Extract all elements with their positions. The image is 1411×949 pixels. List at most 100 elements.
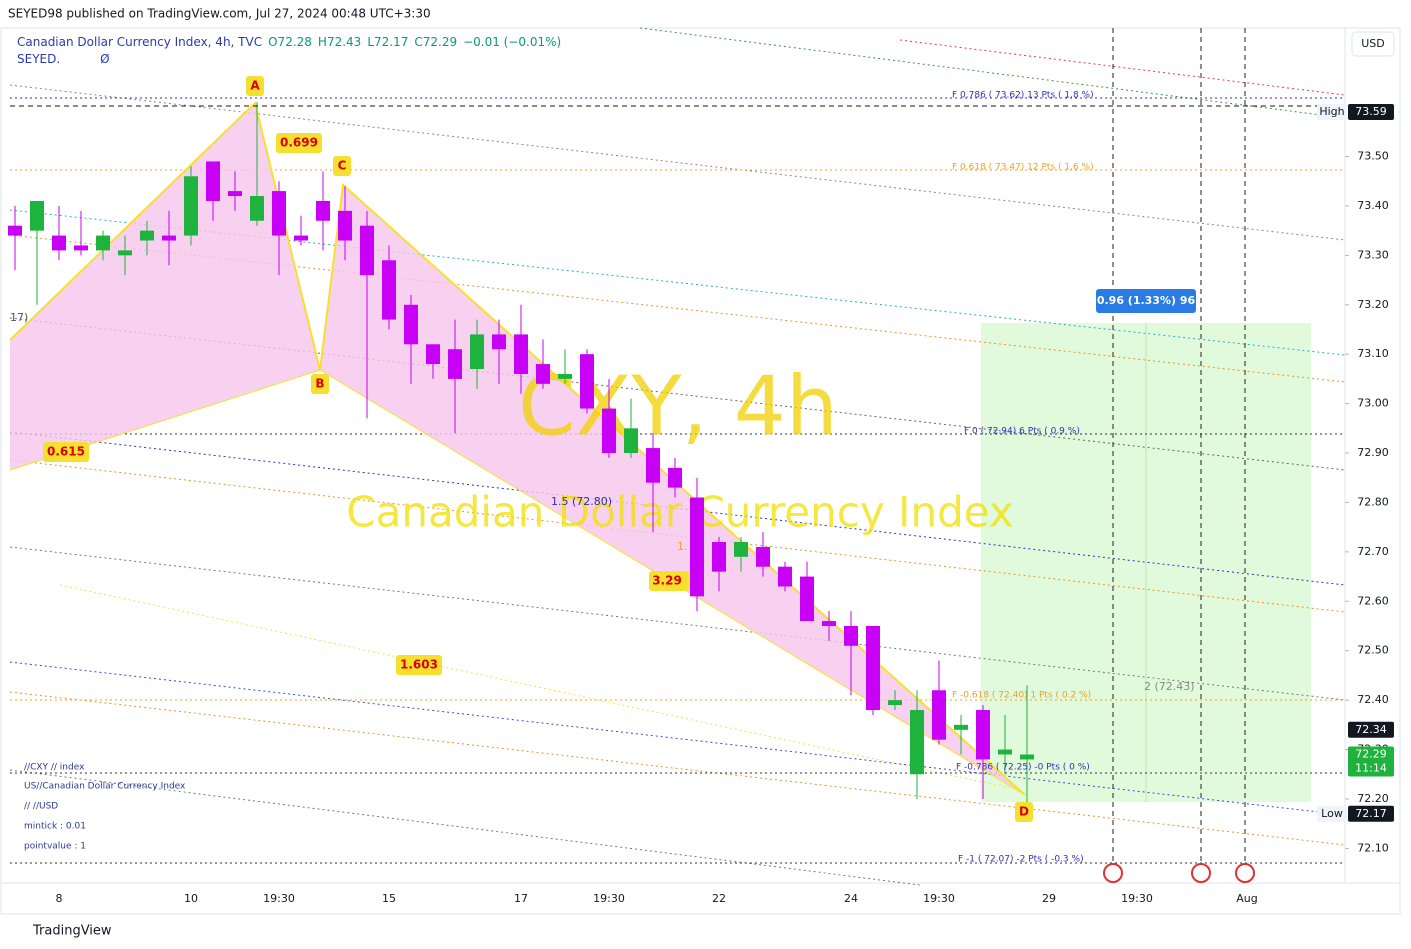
- x-tick-label: 10: [184, 892, 198, 905]
- candle-body: [140, 230, 154, 241]
- price-label-name: Low: [1321, 807, 1343, 820]
- fib-label: F 0 ( 72.94) 6 Pts ( 0.9 %): [964, 427, 1080, 437]
- price-label-name-box: [1317, 805, 1347, 822]
- y-tick-label: 72.20: [1357, 792, 1389, 805]
- currency-button[interactable]: [1351, 31, 1395, 57]
- candle-body: [580, 354, 594, 409]
- candle-body: [998, 749, 1012, 755]
- candle-body: [712, 541, 726, 572]
- x-tick-label: 29: [1042, 892, 1056, 905]
- fib-labels: F 0.786 ( 73.62) 13 Pts ( 1.8 %) F 0.618…: [952, 91, 1094, 865]
- point-box: [246, 76, 264, 96]
- x-tick-label: Aug: [1236, 892, 1257, 905]
- candle-body: [888, 700, 902, 706]
- symbol-title: Canadian Dollar Currency Index, 4h, TVC O…: [17, 35, 561, 49]
- fib-label: F -0.786 ( 72.25) -0 Pts ( 0 %): [956, 763, 1090, 773]
- watermark-name: Canadian Dollar Currency Index: [346, 488, 1013, 537]
- candle-body: [1020, 754, 1034, 760]
- info-line: // //USD: [24, 802, 58, 812]
- candle-body: [646, 448, 660, 483]
- target-label: 2 (72.43): [1144, 680, 1195, 693]
- info-line: //CXY // index: [24, 763, 85, 773]
- open-value: O72.28: [268, 35, 312, 49]
- candle-body: [184, 176, 198, 236]
- candle-body: [492, 334, 506, 350]
- currency-label[interactable]: USD: [1361, 37, 1385, 50]
- fib-label: F -1 ( 72.07) -2 Pts ( -0.3 %): [958, 855, 1084, 865]
- candle-body: [162, 235, 176, 241]
- channel-line: [9, 661, 1346, 816]
- candle-body: [96, 235, 110, 251]
- candle-body: [30, 200, 44, 231]
- price-label: 72.29: [1355, 748, 1387, 761]
- price-label-box: [1348, 721, 1394, 738]
- channel-line: [59, 584, 1021, 791]
- info-line: pointvalue : 1: [24, 842, 86, 852]
- event-icon: [1103, 863, 1123, 883]
- position-label: 0.96 (1.33%) 96: [1097, 294, 1196, 307]
- candle-body: [954, 724, 968, 730]
- candle-body: [52, 235, 66, 251]
- candle-body: [74, 245, 88, 251]
- y-tick-label: 72.90: [1357, 446, 1389, 459]
- indicator-name: SEYED.: [17, 52, 60, 66]
- pattern-fill: [10, 103, 320, 470]
- y-tick-label: 73.30: [1357, 248, 1389, 261]
- point-box: [333, 156, 351, 176]
- price-label-box: [1348, 805, 1394, 822]
- candle-body: [822, 621, 836, 627]
- point-label: B: [315, 377, 324, 391]
- extension-label: 1.: [677, 540, 688, 553]
- x-tick-label: 22: [712, 892, 726, 905]
- fib-label: F -0.618 ( 72.40) 1 Pts ( 0.2 %): [952, 691, 1091, 701]
- candle-body: [756, 546, 770, 567]
- high-value: H72.43: [318, 35, 361, 49]
- y-tick-label: 72.60: [1357, 594, 1389, 607]
- indicator: SEYED. Ø: [17, 52, 110, 66]
- price-label: 72.34: [1355, 723, 1387, 736]
- y-tick-label: 73.00: [1357, 397, 1389, 410]
- y-tick-label: 72.10: [1357, 841, 1389, 854]
- candle-body: [206, 161, 220, 201]
- info-line: US//Canadian Dollar Currency Index: [24, 782, 186, 792]
- candle-body: [250, 196, 264, 221]
- candle-body: [8, 225, 22, 236]
- candle-body: [602, 408, 616, 454]
- candle-body: [976, 710, 990, 760]
- y-tick-label: 73.50: [1357, 149, 1389, 162]
- y-tick-label: 72.40: [1357, 693, 1389, 706]
- y-tick-label: 72.70: [1357, 545, 1389, 558]
- candle-body: [910, 710, 924, 775]
- price-label-name-box: [1317, 104, 1347, 121]
- x-tick-label: 19:30: [923, 892, 955, 905]
- candle-body: [624, 428, 638, 454]
- price-label-name: High: [1319, 105, 1344, 118]
- channel-line: [9, 317, 1346, 471]
- x-tick-label: 19:30: [263, 892, 295, 905]
- candle-body: [382, 260, 396, 320]
- candle-body: [778, 566, 792, 587]
- channel-line: [9, 209, 1346, 356]
- channel-line: [9, 84, 1346, 241]
- point-box: [1015, 802, 1033, 822]
- price-label-box: [1348, 746, 1394, 777]
- point-box: [311, 374, 329, 394]
- info: //CXY // index US//Canadian Dollar Curre…: [24, 763, 186, 852]
- close-value: C72.29: [414, 35, 457, 49]
- fib-label: F 0.786 ( 73.62) 13 Pts ( 1.8 %): [952, 91, 1094, 101]
- candle-body: [448, 349, 462, 379]
- channel-line: [899, 39, 1346, 96]
- candles: [8, 102, 1034, 814]
- candle-body: [668, 467, 682, 488]
- frame: [0, 27, 1401, 915]
- ratio-label: 1.603: [400, 658, 438, 672]
- price-label-box: [1348, 104, 1394, 121]
- candle-body: [536, 364, 550, 384]
- annotations: F 0.786 ( 73.62) 13 Pts ( 1.8 %) F 0.618…: [10, 76, 1345, 883]
- ratio-label: 0.615: [47, 445, 85, 459]
- event-icon: [1235, 863, 1255, 883]
- x-tick-label: 15: [382, 892, 396, 905]
- change-value: −0.01 (−0.01%): [463, 35, 561, 49]
- indicator-value: Ø: [100, 52, 109, 66]
- ratio-box: [649, 571, 689, 591]
